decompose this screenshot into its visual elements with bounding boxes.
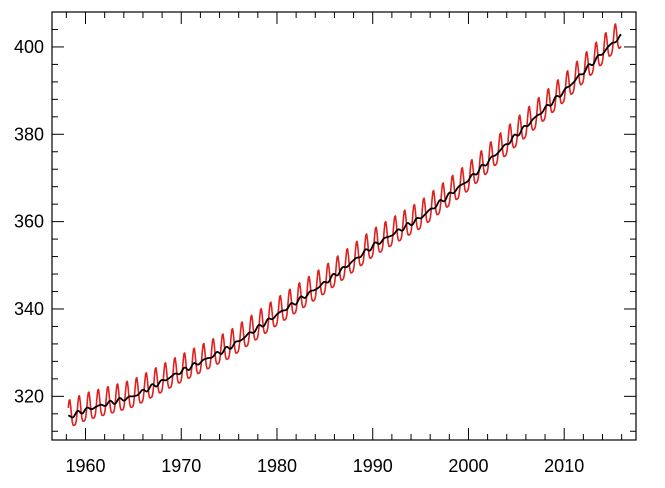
trend-co2-line bbox=[68, 33, 622, 419]
y-tick-label: 400 bbox=[14, 37, 44, 57]
plot-frame bbox=[51, 11, 637, 441]
x-tick-label: 2000 bbox=[448, 456, 488, 476]
x-tick-label: 2010 bbox=[544, 456, 584, 476]
x-tick-label: 1970 bbox=[161, 456, 201, 476]
y-tick-label: 320 bbox=[14, 386, 44, 406]
x-tick-label: 1980 bbox=[257, 456, 297, 476]
series-lines bbox=[67, 23, 622, 427]
y-tick-label: 380 bbox=[14, 124, 44, 144]
x-tick-label: 1990 bbox=[353, 456, 393, 476]
tick-labels: 1960 1970 1980 1990 2000 2010 320 340 360 380 400 bbox=[14, 37, 584, 476]
y-tick-label: 360 bbox=[14, 212, 44, 232]
x-tick-label: 1960 bbox=[65, 456, 105, 476]
y-tick-label: 340 bbox=[14, 299, 44, 319]
monthly-co2-line bbox=[67, 23, 622, 427]
axis-ticks bbox=[52, 11, 636, 440]
